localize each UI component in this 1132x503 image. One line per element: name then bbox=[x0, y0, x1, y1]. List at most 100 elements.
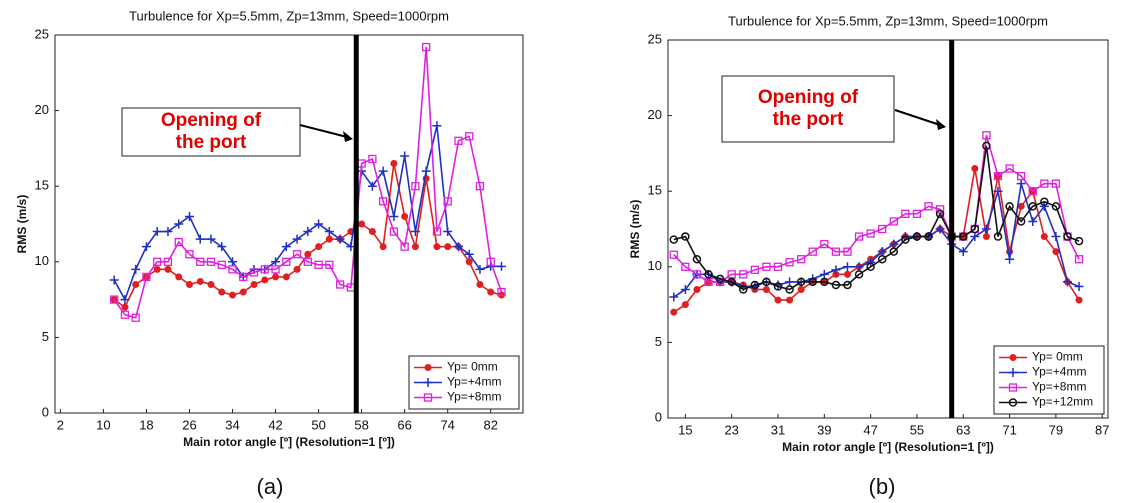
data-point bbox=[379, 243, 387, 251]
data-point bbox=[314, 219, 324, 229]
data-point bbox=[715, 274, 725, 284]
data-point bbox=[681, 262, 690, 271]
legend-label: Yp=+8mm bbox=[1032, 380, 1086, 394]
data-point bbox=[1028, 216, 1038, 226]
data-point bbox=[866, 257, 876, 267]
data-point bbox=[1040, 179, 1049, 188]
data-point bbox=[670, 308, 678, 316]
y-tick-label: 20 bbox=[648, 107, 662, 122]
data-point bbox=[797, 255, 806, 264]
y-tick-label: 15 bbox=[648, 183, 662, 198]
data-point bbox=[281, 242, 291, 252]
data-point bbox=[153, 257, 162, 266]
data-point bbox=[164, 265, 172, 273]
data-point bbox=[1040, 197, 1049, 207]
data-point bbox=[444, 243, 452, 251]
data-point bbox=[693, 285, 701, 293]
data-point bbox=[762, 262, 771, 271]
annotation-box bbox=[121, 107, 301, 157]
data-point bbox=[982, 233, 990, 241]
data-point bbox=[889, 239, 899, 249]
subfigure-caption: (a) bbox=[257, 474, 284, 499]
data-point bbox=[1074, 255, 1084, 264]
data-point bbox=[1017, 202, 1025, 210]
x-tick-label: 39 bbox=[817, 422, 831, 437]
data-point bbox=[110, 295, 119, 304]
legend-marker bbox=[1008, 398, 1018, 407]
data-point bbox=[786, 296, 794, 304]
x-axis-label: Main rotor angle [º] (Resolution=1 [º]) bbox=[183, 435, 395, 449]
data-point bbox=[367, 181, 377, 191]
data-point bbox=[185, 250, 194, 259]
x-tick-label: 74 bbox=[440, 417, 454, 432]
data-point bbox=[820, 239, 829, 249]
data-point bbox=[1017, 171, 1026, 181]
data-point bbox=[739, 285, 748, 294]
data-point bbox=[773, 282, 783, 291]
data-point bbox=[878, 224, 887, 234]
data-point bbox=[889, 217, 898, 226]
data-point bbox=[325, 235, 333, 243]
data-point bbox=[206, 257, 216, 266]
data-point bbox=[260, 265, 269, 274]
data-point bbox=[368, 154, 377, 164]
data-point bbox=[163, 227, 173, 237]
data-point bbox=[433, 243, 441, 251]
annotation-text: Opening of bbox=[758, 87, 859, 108]
data-point bbox=[970, 224, 980, 234]
annotation-box bbox=[721, 75, 895, 143]
annotation-text: Opening of bbox=[161, 110, 262, 131]
data-point bbox=[464, 249, 474, 259]
data-point bbox=[681, 301, 689, 309]
data-point bbox=[422, 42, 431, 52]
data-point bbox=[970, 232, 980, 242]
data-point bbox=[1062, 277, 1072, 287]
data-point bbox=[131, 264, 141, 274]
y-tick-label: 25 bbox=[35, 26, 49, 41]
data-point bbox=[808, 277, 817, 287]
data-point bbox=[1051, 202, 1061, 211]
y-tick-label: 10 bbox=[648, 258, 662, 273]
series-line bbox=[113, 47, 503, 319]
legend-marker bbox=[1008, 368, 1018, 377]
data-point bbox=[120, 310, 130, 319]
data-point bbox=[727, 277, 736, 287]
data-point bbox=[774, 296, 782, 304]
data-point bbox=[797, 285, 805, 293]
data-point bbox=[762, 277, 771, 287]
data-point bbox=[325, 260, 334, 269]
data-point bbox=[785, 277, 795, 287]
data-point bbox=[292, 234, 302, 244]
x-tick-label: 63 bbox=[956, 422, 970, 437]
data-point bbox=[195, 234, 205, 244]
data-point bbox=[196, 277, 204, 285]
data-point bbox=[303, 227, 313, 237]
y-tick-label: 10 bbox=[35, 253, 49, 268]
data-point bbox=[831, 247, 841, 256]
data-point bbox=[217, 242, 227, 252]
x-tick-label: 18 bbox=[139, 417, 153, 432]
data-point bbox=[924, 202, 933, 211]
data-point bbox=[866, 262, 875, 272]
data-point bbox=[378, 166, 388, 176]
data-point bbox=[820, 277, 829, 287]
data-point bbox=[142, 272, 151, 282]
data-point bbox=[476, 280, 484, 288]
x-tick-label: 50 bbox=[311, 417, 325, 432]
data-point bbox=[877, 247, 887, 257]
data-point bbox=[207, 280, 215, 288]
data-point bbox=[796, 277, 806, 287]
data-point bbox=[432, 121, 442, 131]
x-tick-label: 15 bbox=[678, 422, 692, 437]
data-point bbox=[475, 182, 485, 191]
chart-title: Turbulence for Xp=5.5mm, Zp=13mm, Speed=… bbox=[728, 13, 1048, 28]
y-tick-label: 5 bbox=[655, 334, 662, 349]
data-point bbox=[272, 273, 280, 281]
data-point bbox=[132, 280, 140, 288]
data-point bbox=[389, 227, 399, 236]
annotation-arrow bbox=[299, 124, 348, 138]
data-point bbox=[692, 270, 702, 279]
data-point bbox=[901, 209, 910, 219]
data-point bbox=[152, 227, 162, 237]
